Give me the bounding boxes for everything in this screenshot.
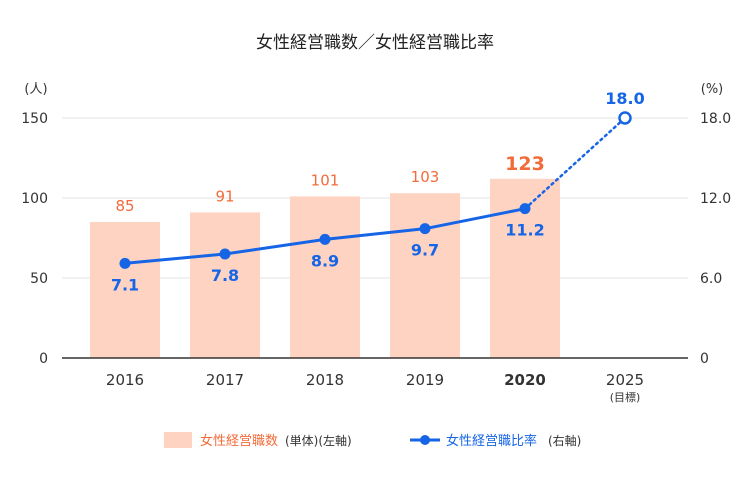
right-axis-tick-label: 6.0 xyxy=(700,271,722,287)
right-axis-tick-label: 12.0 xyxy=(700,191,731,207)
x-axis-tick-label: 2025 xyxy=(606,371,644,389)
bar-value-label: 85 xyxy=(115,197,134,215)
line-value-label: 18.0 xyxy=(605,89,644,108)
legend-label-line: 女性経営職比率 xyxy=(446,433,537,449)
x-axis-tick-note: (目標) xyxy=(610,390,641,404)
right-axis-unit: (%) xyxy=(701,82,724,97)
data-point xyxy=(319,233,331,245)
line-value-label: 11.2 xyxy=(505,221,544,240)
bar xyxy=(90,222,160,358)
x-axis-tick-label: 2019 xyxy=(406,371,444,389)
line-value-label: 7.8 xyxy=(211,266,239,285)
line-value-label: 7.1 xyxy=(111,275,139,294)
x-axis-tick-label: 2016 xyxy=(106,371,144,389)
bar xyxy=(390,193,460,358)
bar-value-label: 123 xyxy=(505,153,545,175)
bar xyxy=(290,196,360,358)
left-axis-tick-label: 0 xyxy=(39,351,48,367)
line-value-label: 9.7 xyxy=(411,241,439,260)
bar-value-label: 91 xyxy=(215,187,234,205)
series-line-target xyxy=(523,116,627,210)
left-axis-tick-label: 50 xyxy=(30,271,48,287)
legend-note-bars: (単体)(左軸) xyxy=(285,433,352,448)
legend-swatch-point xyxy=(420,435,430,445)
x-axis-tick-label: 2020 xyxy=(504,371,546,389)
right-axis-tick-label: 0 xyxy=(700,351,709,367)
chart-title: 女性経営職数／女性経営職比率 xyxy=(256,33,494,53)
right-axis-tick-label: 18.0 xyxy=(700,111,731,127)
x-axis-tick-label: 2017 xyxy=(206,371,244,389)
bar-value-label: 101 xyxy=(311,171,340,189)
data-point xyxy=(219,248,231,260)
line-value-label: 8.9 xyxy=(311,251,339,270)
left-axis-tick-label: 100 xyxy=(21,191,48,207)
bar xyxy=(190,212,260,358)
legend-swatch-bars xyxy=(164,432,192,448)
target-point xyxy=(618,111,632,125)
data-point xyxy=(119,257,131,269)
left-axis-tick-label: 150 xyxy=(21,111,48,127)
bar-value-label: 103 xyxy=(411,168,440,186)
left-axis-unit: (人) xyxy=(24,82,47,97)
x-axis-tick-label: 2018 xyxy=(306,371,344,389)
data-point xyxy=(419,223,431,235)
legend-note-line: (右軸) xyxy=(548,433,581,448)
data-point xyxy=(519,203,531,215)
legend-label-bars: 女性経営職数 xyxy=(200,433,278,449)
